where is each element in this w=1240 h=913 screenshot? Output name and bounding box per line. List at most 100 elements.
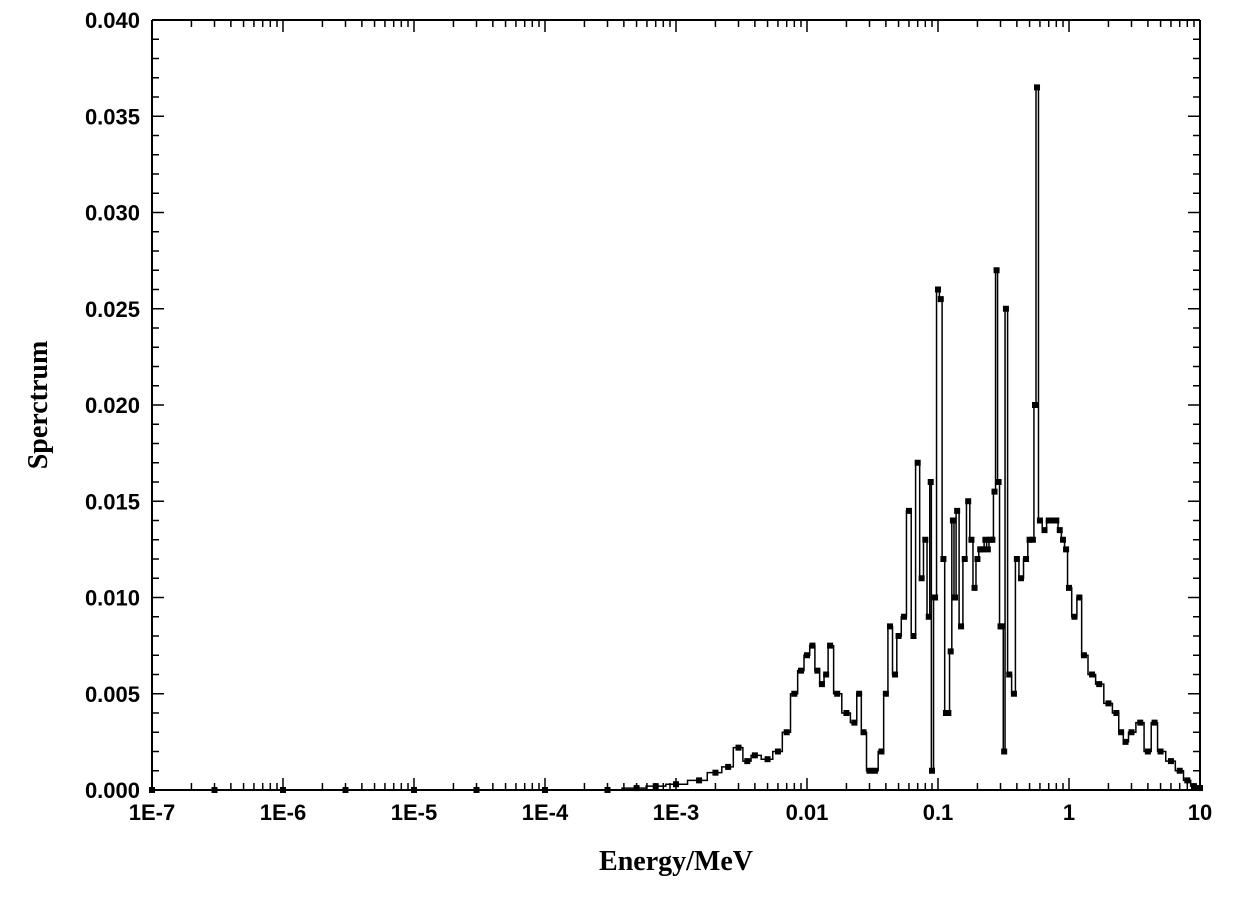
data-marker <box>1137 720 1143 726</box>
data-marker <box>798 668 804 674</box>
data-marker <box>932 595 938 601</box>
data-marker <box>1030 537 1036 543</box>
y-tick-label: 0.010 <box>85 586 140 611</box>
data-marker <box>1071 614 1077 620</box>
x-tick-label: 1 <box>1063 800 1075 825</box>
data-marker <box>878 749 884 755</box>
data-marker <box>989 537 995 543</box>
data-marker <box>883 691 889 697</box>
data-marker <box>1145 749 1151 755</box>
y-tick-label: 0.020 <box>85 393 140 418</box>
data-marker <box>1168 758 1174 764</box>
data-marker <box>634 785 640 791</box>
data-marker <box>280 787 286 793</box>
data-marker <box>791 691 797 697</box>
data-marker <box>827 643 833 649</box>
y-axis-label: Sperctrum <box>23 341 54 470</box>
data-marker <box>1060 537 1066 543</box>
data-marker <box>1057 527 1063 533</box>
data-marker <box>926 614 932 620</box>
data-marker <box>1081 652 1087 658</box>
data-marker <box>1105 700 1111 706</box>
y-tick-label: 0.035 <box>85 104 140 129</box>
data-marker <box>1118 729 1124 735</box>
data-marker <box>962 556 968 562</box>
data-marker <box>1096 681 1102 687</box>
data-marker <box>1001 749 1007 755</box>
data-marker <box>1037 518 1043 524</box>
chart-container: 1E-71E-61E-51E-41E-30.010.11100.0000.005… <box>0 0 1240 913</box>
data-marker <box>1066 585 1072 591</box>
data-marker <box>212 787 218 793</box>
data-marker <box>954 508 960 514</box>
data-marker <box>867 768 873 774</box>
data-marker <box>1152 720 1158 726</box>
data-marker <box>1089 672 1095 678</box>
data-marker <box>994 267 1000 273</box>
data-marker <box>542 787 548 793</box>
data-marker <box>1003 306 1009 312</box>
data-marker <box>985 546 991 552</box>
x-tick-label: 1E-7 <box>129 800 175 825</box>
data-marker <box>896 633 902 639</box>
y-tick-label: 0.000 <box>85 778 140 803</box>
x-tick-label: 1E-4 <box>522 800 569 825</box>
x-axis-label: Energy/MeV <box>599 846 753 877</box>
data-marker <box>775 749 781 755</box>
data-marker <box>992 489 998 495</box>
data-marker <box>411 787 417 793</box>
y-tick-label: 0.030 <box>85 201 140 226</box>
data-marker <box>843 710 849 716</box>
data-marker <box>887 623 893 629</box>
data-marker <box>834 691 840 697</box>
spectrum-chart: 1E-71E-61E-51E-41E-30.010.11100.0000.005… <box>0 0 1240 913</box>
data-marker <box>784 729 790 735</box>
data-marker <box>910 633 916 639</box>
data-marker <box>1113 710 1119 716</box>
data-marker <box>948 648 954 654</box>
data-marker <box>736 745 742 751</box>
data-marker <box>1053 518 1059 524</box>
data-marker <box>1191 783 1197 789</box>
data-marker <box>814 668 820 674</box>
data-marker <box>653 783 659 789</box>
data-marker <box>950 518 956 524</box>
data-marker <box>919 575 925 581</box>
data-marker <box>915 460 921 466</box>
data-marker <box>725 764 731 770</box>
data-marker <box>1023 556 1029 562</box>
data-marker <box>1018 575 1024 581</box>
data-marker <box>1011 691 1017 697</box>
data-marker <box>149 787 155 793</box>
data-marker <box>938 296 944 302</box>
data-marker <box>851 720 857 726</box>
data-marker <box>1032 402 1038 408</box>
data-marker <box>901 614 907 620</box>
data-marker <box>945 710 951 716</box>
data-marker <box>1158 749 1164 755</box>
data-marker <box>999 623 1005 629</box>
data-marker <box>474 787 480 793</box>
data-marker <box>823 672 829 678</box>
data-marker <box>958 623 964 629</box>
data-marker <box>996 479 1002 485</box>
data-marker <box>906 508 912 514</box>
data-marker <box>696 777 702 783</box>
data-marker <box>928 479 934 485</box>
data-marker <box>1041 527 1047 533</box>
data-marker <box>940 556 946 562</box>
y-tick-label: 0.040 <box>85 8 140 33</box>
data-marker <box>1197 785 1203 791</box>
data-marker <box>974 556 980 562</box>
data-marker <box>804 652 810 658</box>
y-tick-label: 0.015 <box>85 489 140 514</box>
data-marker <box>929 768 935 774</box>
data-marker <box>935 287 941 293</box>
data-marker <box>712 770 718 776</box>
data-marker <box>744 758 750 764</box>
data-marker <box>1034 84 1040 90</box>
y-tick-label: 0.025 <box>85 297 140 322</box>
data-marker <box>1123 739 1129 745</box>
data-marker <box>861 729 867 735</box>
data-marker <box>1006 672 1012 678</box>
